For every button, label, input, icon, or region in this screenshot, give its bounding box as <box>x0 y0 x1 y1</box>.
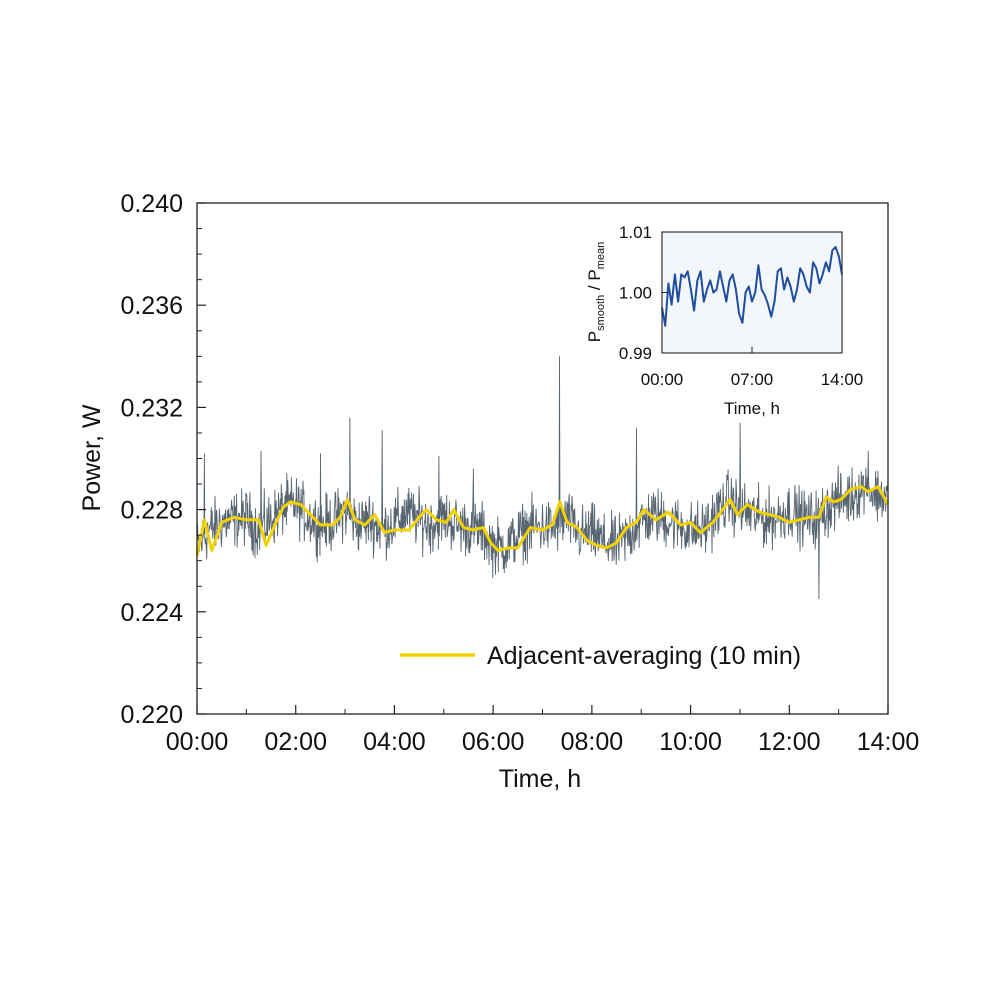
main-y-tick-label: 0.224 <box>120 599 183 627</box>
main-y-axis-title: Power, W <box>78 404 106 511</box>
inset-y-tick-label: 1.00 <box>619 284 652 303</box>
inset-y-title-sub1: smooth <box>595 295 607 331</box>
main-x-tick-labels: 00:00 02:00 04:00 06:00 08:00 10:00 12:00 14:00 <box>166 728 920 756</box>
main-y-tick-labels: 0.220 0.224 0.228 0.232 0.236 0.240 <box>120 190 183 729</box>
main-x-tick-label: 02:00 <box>264 728 327 756</box>
smoothed-power-series <box>195 485 890 556</box>
smoothed-power-line <box>195 485 890 556</box>
inset-ratio-series <box>661 246 843 327</box>
main-x-tick-label: 10:00 <box>659 728 722 756</box>
inset-y-tick-labels: 0.99 1.00 1.01 <box>619 223 652 363</box>
inset-y-tick-label: 1.01 <box>619 223 652 242</box>
main-y-tick-label: 0.236 <box>120 292 183 320</box>
main-x-tick-label: 00:00 <box>166 728 229 756</box>
legend: Adjacent-averaging (10 min) <box>400 642 801 670</box>
inset-y-title-main: P <box>585 331 604 342</box>
main-y-tick-label: 0.232 <box>120 394 183 422</box>
main-plot: 00:00 02:00 04:00 06:00 08:00 10:00 12:00 14:00… <box>78 190 919 793</box>
inset-x-tick-label: 00:00 <box>641 370 684 389</box>
main-y-tick-label: 0.240 <box>120 190 183 218</box>
main-x-tick-label: 12:00 <box>758 728 821 756</box>
main-x-tick-label: 04:00 <box>363 728 426 756</box>
main-y-tick-label: 0.228 <box>120 497 183 525</box>
main-x-tick-label: 08:00 <box>561 728 624 756</box>
inset-plot: 00:00 07:00 14:00 0.99 1.00 1.01 Time, h Psm… <box>585 223 863 418</box>
inset-plot-background <box>662 232 842 353</box>
main-x-tick-label: 06:00 <box>462 728 525 756</box>
inset-x-axis-title: Time, h <box>724 399 780 418</box>
inset-y-title-sep: / P <box>585 269 604 295</box>
raw-power-line <box>196 356 889 600</box>
main-x-tick-label: 14:00 <box>857 728 920 756</box>
inset-axis-ticks <box>661 231 843 354</box>
main-axis-ticks <box>196 202 889 715</box>
inset-x-tick-labels: 00:00 07:00 14:00 <box>641 370 864 389</box>
main-y-tick-label: 0.220 <box>120 701 183 729</box>
inset-y-axis-title: Psmooth / Pmean <box>585 242 607 342</box>
inset-x-tick-label: 14:00 <box>821 370 864 389</box>
legend-label-smooth: Adjacent-averaging (10 min) <box>487 642 801 670</box>
raw-power-series <box>196 356 889 600</box>
main-x-axis-title: Time, h <box>499 765 581 793</box>
inset-x-tick-label: 07:00 <box>731 370 774 389</box>
inset-y-tick-label: 0.99 <box>619 344 652 363</box>
inset-y-title-sub2: mean <box>595 242 607 270</box>
